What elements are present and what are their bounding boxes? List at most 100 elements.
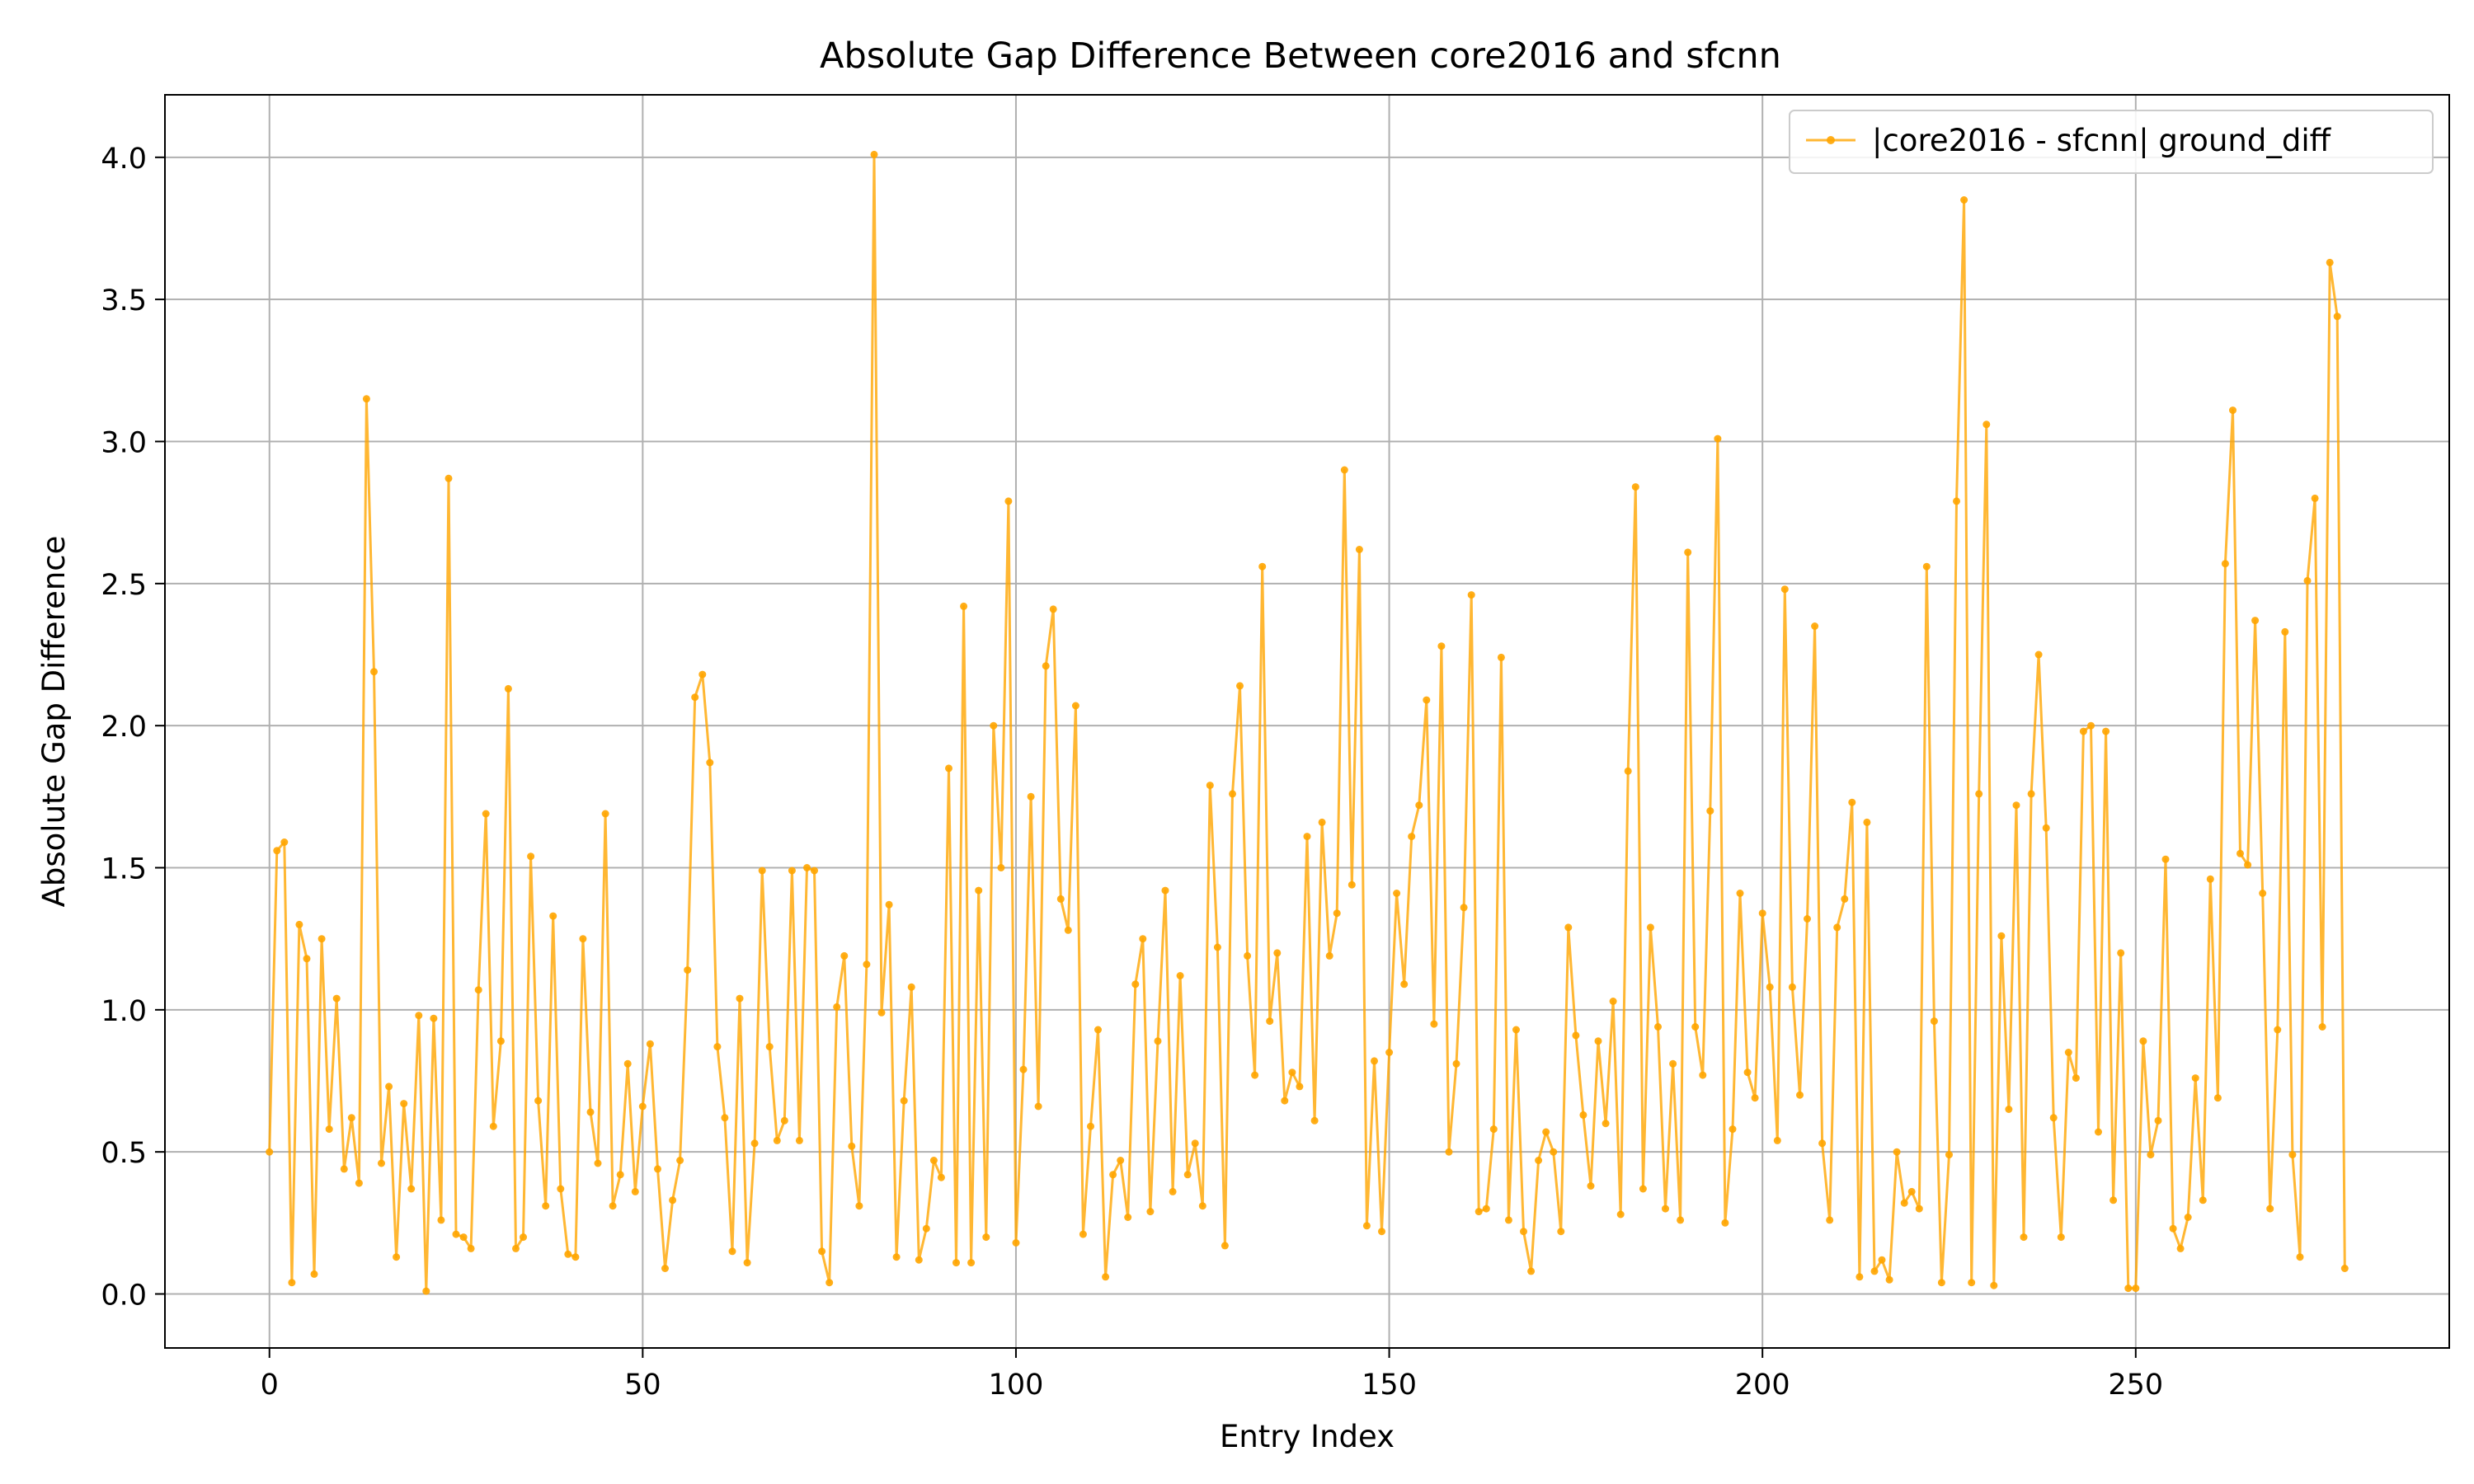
data-point <box>788 866 796 875</box>
data-point <box>848 1142 856 1150</box>
data-point <box>1811 622 1819 630</box>
data-point <box>773 1136 781 1144</box>
data-point <box>1288 1068 1296 1077</box>
data-point <box>1385 1049 1394 1056</box>
data-point <box>1863 818 1871 826</box>
y-tick-label: 4.0 <box>101 143 147 176</box>
data-point <box>691 693 699 702</box>
x-axis-label: Entry Index <box>1220 1419 1395 1454</box>
data-point <box>2169 1224 2177 1233</box>
data-point <box>1161 886 1169 895</box>
data-point <box>1437 642 1446 650</box>
data-point <box>2244 861 2252 869</box>
data-point <box>1848 798 1856 806</box>
data-point <box>721 1114 729 1122</box>
data-point <box>2259 890 2267 897</box>
data-point <box>2296 1253 2304 1261</box>
data-point <box>1833 923 1841 932</box>
data-point <box>1102 1273 1110 1281</box>
data-point <box>1266 1017 1274 1026</box>
data-point <box>512 1244 520 1252</box>
data-point <box>437 1216 445 1224</box>
data-point <box>1475 1208 1483 1216</box>
data-point <box>2109 1196 2118 1205</box>
y-tick-label: 2.0 <box>101 711 147 744</box>
data-point <box>885 900 893 909</box>
data-point <box>1310 1116 1319 1125</box>
y-axis-ticks: 0.0 0.5 1.0 1.5 2.0 2.5 3.0 3.5 4.0 <box>101 143 165 1313</box>
data-point <box>952 1259 960 1267</box>
data-point <box>1258 562 1267 571</box>
data-point <box>1960 196 1968 204</box>
data-point <box>907 983 915 991</box>
data-point <box>1669 1059 1677 1068</box>
data-point <box>1937 1279 1945 1287</box>
data-point <box>1504 1216 1512 1224</box>
data-point <box>1587 1182 1595 1190</box>
x-tick-label: 200 <box>1735 1369 1790 1402</box>
data-point <box>2034 650 2043 659</box>
data-point <box>937 1173 945 1181</box>
data-point <box>1572 1031 1580 1040</box>
data-point <box>415 1012 423 1020</box>
y-tick-label: 0.0 <box>101 1280 147 1313</box>
data-point <box>825 1279 834 1287</box>
data-point <box>1706 807 1714 815</box>
data-point <box>1714 434 1722 443</box>
data-point <box>1654 1023 1662 1031</box>
data-point <box>1915 1205 1923 1213</box>
data-point <box>1124 1214 1132 1221</box>
data-point <box>2147 1151 2155 1159</box>
data-point <box>1624 767 1632 775</box>
data-point <box>2229 406 2236 415</box>
data-point <box>877 1008 886 1017</box>
data-point <box>1236 682 1244 690</box>
y-tick-label: 1.0 <box>101 995 147 1028</box>
data-point <box>2176 1244 2185 1252</box>
data-point <box>1997 932 2006 940</box>
data-point <box>549 912 557 920</box>
data-point <box>310 1270 318 1278</box>
x-tick-label: 100 <box>989 1369 1044 1402</box>
data-point <box>2191 1074 2199 1082</box>
x-tick-label: 150 <box>1362 1369 1417 1402</box>
gridlines <box>165 95 2449 1348</box>
data-point <box>2303 576 2312 585</box>
data-point <box>1027 792 1035 801</box>
data-point <box>863 960 871 969</box>
data-point <box>1691 1023 1700 1031</box>
data-point <box>2072 1074 2080 1082</box>
data-point <box>743 1259 751 1267</box>
data-point <box>1684 548 1692 556</box>
data-point <box>1079 1230 1087 1238</box>
data-point <box>1012 1239 1020 1247</box>
data-point <box>1602 1120 1610 1128</box>
data-point <box>1423 696 1431 704</box>
data-point <box>332 994 341 1003</box>
data-point <box>1631 483 1639 491</box>
data-point <box>444 474 453 482</box>
data-point <box>2274 1026 2282 1034</box>
data-point <box>900 1097 908 1105</box>
data-point <box>2139 1037 2147 1045</box>
data-point <box>1885 1275 1893 1284</box>
data-point <box>1064 926 1072 934</box>
data-point <box>1527 1267 1536 1275</box>
y-tick-label: 2.5 <box>101 569 147 602</box>
legend-series-label: |core2016 - sfcnn| ground_diff <box>1872 123 2332 158</box>
data-point <box>1594 1037 1602 1045</box>
data-point <box>922 1224 930 1233</box>
data-point <box>870 150 878 158</box>
data-point <box>1497 653 1505 661</box>
data-point <box>706 758 714 767</box>
data-point <box>2012 801 2020 810</box>
y-tick-label: 3.0 <box>101 426 147 459</box>
data-point <box>1609 998 1617 1005</box>
data-point <box>616 1171 624 1179</box>
data-point <box>728 1247 736 1256</box>
data-point <box>2132 1284 2140 1293</box>
data-point <box>758 866 766 875</box>
data-point <box>1922 562 1931 571</box>
legend: |core2016 - sfcnn| ground_diff <box>1789 110 2434 174</box>
data-point <box>430 1014 438 1022</box>
